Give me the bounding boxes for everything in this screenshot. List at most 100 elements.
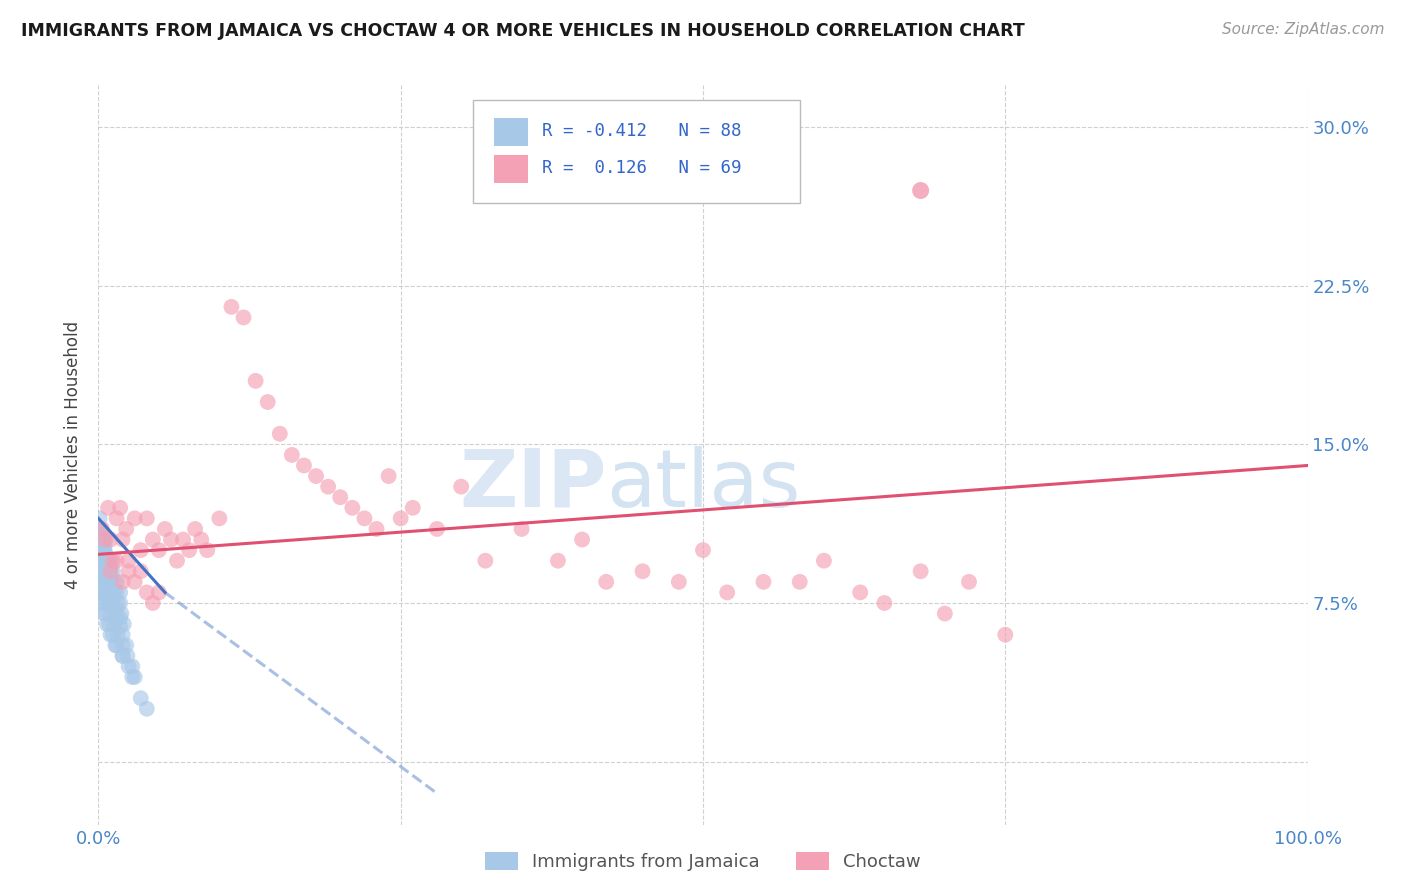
Point [101, 574, 124, 589]
Point [571, 533, 593, 547]
Point [789, 574, 811, 589]
Point [98, 594, 121, 608]
Point [190, 533, 212, 547]
Point [135, 585, 157, 599]
Point [96, 617, 118, 632]
Point [100, 585, 122, 599]
Text: atlas: atlas [606, 445, 800, 524]
Point [105, 554, 128, 568]
Point [90, 539, 112, 553]
Point [329, 490, 352, 504]
Point [91, 522, 114, 536]
Point [595, 574, 617, 589]
Y-axis label: 4 or more Vehicles in Household: 4 or more Vehicles in Household [65, 321, 83, 589]
Point [118, 659, 141, 673]
Point [269, 426, 291, 441]
Text: ZIP: ZIP [458, 445, 606, 524]
Point [93, 543, 115, 558]
Point [91, 547, 114, 561]
Point [353, 511, 375, 525]
Point [221, 300, 243, 314]
Point [256, 395, 278, 409]
Point [100, 581, 122, 595]
Point [105, 638, 128, 652]
Point [101, 564, 124, 578]
Point [994, 628, 1017, 642]
Point [93, 539, 115, 553]
Point [510, 522, 533, 536]
Point [96, 568, 118, 582]
Point [292, 458, 315, 473]
Point [108, 619, 131, 633]
Point [849, 585, 872, 599]
Point [121, 659, 143, 673]
Point [90, 526, 112, 541]
Point [91, 568, 114, 582]
Point [94, 554, 117, 568]
Point [208, 511, 231, 525]
Bar [494, 155, 527, 183]
Point [426, 522, 449, 536]
Point [89, 574, 111, 589]
Text: IMMIGRANTS FROM JAMAICA VS CHOCTAW 4 OR MORE VEHICLES IN HOUSEHOLD CORRELATION C: IMMIGRANTS FROM JAMAICA VS CHOCTAW 4 OR … [21, 22, 1025, 40]
Point [668, 574, 690, 589]
Point [873, 596, 896, 610]
Point [148, 585, 170, 599]
Point [184, 522, 207, 536]
Point [89, 554, 111, 568]
Point [316, 480, 339, 494]
Point [89, 543, 111, 558]
Point [94, 571, 117, 585]
Point [692, 543, 714, 558]
Point [195, 543, 218, 558]
Point [166, 554, 188, 568]
Point [366, 522, 388, 536]
Point [91, 533, 114, 547]
Point [91, 533, 114, 547]
Point [108, 500, 131, 515]
Text: Source: ZipAtlas.com: Source: ZipAtlas.com [1222, 22, 1385, 37]
Point [281, 448, 304, 462]
Point [93, 588, 115, 602]
Point [100, 533, 122, 547]
Point [111, 628, 134, 642]
Point [121, 670, 143, 684]
Point [108, 585, 131, 599]
Point [91, 554, 114, 568]
Point [94, 533, 117, 547]
Point [89, 564, 111, 578]
Point [118, 554, 141, 568]
Point [97, 500, 120, 515]
Point [93, 560, 115, 574]
Point [112, 617, 135, 632]
Text: R = -0.412   N = 88: R = -0.412 N = 88 [543, 121, 742, 140]
Point [105, 585, 128, 599]
Point [98, 617, 121, 632]
Point [103, 585, 125, 599]
Point [96, 585, 118, 599]
Point [111, 533, 134, 547]
Point [97, 554, 120, 568]
FancyBboxPatch shape [474, 100, 800, 203]
Point [100, 560, 122, 574]
Point [124, 670, 146, 684]
Point [94, 607, 117, 621]
Point [104, 638, 127, 652]
Point [91, 596, 114, 610]
Point [389, 511, 412, 525]
Point [101, 594, 124, 608]
Point [111, 648, 134, 663]
Point [90, 585, 112, 599]
Point [105, 511, 128, 525]
Point [957, 574, 980, 589]
Point [245, 374, 267, 388]
Point [97, 554, 120, 568]
Point [97, 596, 120, 610]
Point [934, 607, 956, 621]
Point [716, 585, 738, 599]
Point [305, 469, 328, 483]
Point [142, 596, 165, 610]
Point [100, 564, 122, 578]
Point [377, 469, 399, 483]
Text: R =  0.126   N = 69: R = 0.126 N = 69 [543, 159, 742, 177]
